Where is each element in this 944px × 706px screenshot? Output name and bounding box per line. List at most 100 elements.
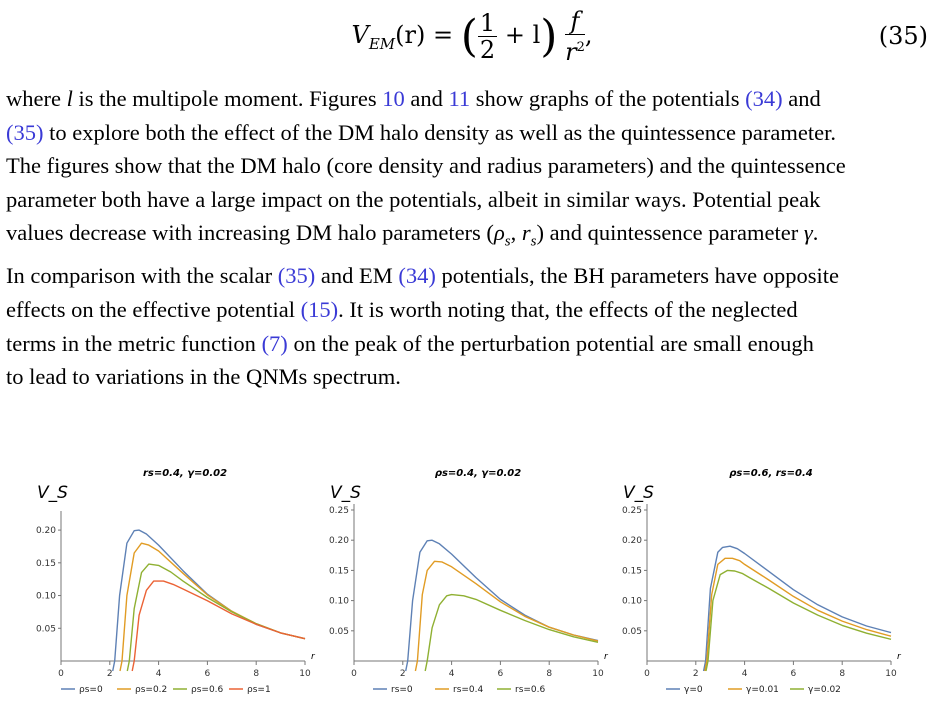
equation-lhs: V <box>351 21 369 49</box>
reference-link[interactable]: (15) <box>300 297 339 323</box>
y-tick-label: 0.10 <box>622 597 642 607</box>
legend: ρs=0 ρs=0.2 ρs=0.6 ρs=1 <box>61 685 271 695</box>
paragraph-line: where l is the multipole moment. Figures… <box>6 82 934 116</box>
legend-label: γ=0.01 <box>746 685 779 695</box>
reference-link[interactable]: (7) <box>261 330 288 356</box>
body-paragraph: where l is the multipole moment. Figures… <box>6 82 934 394</box>
figure-svg: rs=0.4, γ=0.02V_S0 2 4 6 8 10r0.050.100.150.2… <box>36 468 902 695</box>
text-run: In comparison with the scalar <box>6 263 278 289</box>
legend-label: rs=0.4 <box>453 685 484 695</box>
y-tick-label: 0.20 <box>329 536 349 546</box>
legend-label: ρs=1 <box>247 685 271 695</box>
text-run: values decrease with increasing DM halo … <box>6 220 494 246</box>
reference-link[interactable]: 11 <box>448 86 471 111</box>
y-axis-label: V_S <box>623 483 654 503</box>
text-run: where <box>6 86 67 111</box>
paragraph-line: terms in the metric function (7) on the … <box>6 327 934 361</box>
y-axis-label: V_S <box>330 483 361 503</box>
x-tick-label: 0 <box>58 669 64 679</box>
text-run: potentials, the BH parameters have oppos… <box>435 263 839 289</box>
x-tick-label: 6 <box>205 669 211 679</box>
equation-lhs-sub: EM <box>368 34 396 53</box>
y-tick-label: 0.20 <box>36 526 56 536</box>
reference-link[interactable]: (35) <box>6 119 44 145</box>
x-tick-label: 2 <box>107 669 113 679</box>
y-tick-label: 0.10 <box>329 597 349 607</box>
text-run: is the multipole moment. Figures <box>72 86 383 111</box>
legend-label: ρs=0.6 <box>191 685 224 695</box>
text-run: ) and quintessence parameter <box>536 220 804 246</box>
legend: rs=0 rs=0.4 rs=0.6 <box>373 685 546 695</box>
paragraph-line: In comparison with the scalar (35) and E… <box>6 259 934 293</box>
legend-label: rs=0 <box>391 685 413 695</box>
series-line <box>131 580 306 672</box>
y-tick-label: 0.20 <box>622 536 642 546</box>
paragraph-line: The figures show that the DM halo (core … <box>6 149 934 183</box>
x-axis-label: r <box>897 652 902 662</box>
text-run: l <box>66 86 73 111</box>
fraction-f-r2: f r2 <box>565 7 585 66</box>
x-tick-label: 2 <box>693 669 699 679</box>
text-run: on the peak of the perturbation potentia… <box>287 330 814 356</box>
reference-link[interactable]: (34) <box>745 86 783 111</box>
reference-link[interactable]: 10 <box>382 86 405 111</box>
reference-link[interactable]: (35) <box>277 263 316 289</box>
legend-label: rs=0.6 <box>515 685 546 695</box>
legend-label: γ=0 <box>684 685 703 695</box>
text-run: . It is worth noting that, the effects o… <box>338 297 798 323</box>
x-tick-label: 10 <box>885 669 897 679</box>
y-tick-label: 0.15 <box>329 566 349 576</box>
chart-title: rs=0.4, γ=0.02 <box>143 468 227 479</box>
x-tick-label: 10 <box>299 669 311 679</box>
x-tick-label: 4 <box>742 669 748 679</box>
series-line <box>424 593 599 672</box>
y-tick-label: 0.05 <box>36 624 56 634</box>
y-tick-label: 0.25 <box>622 506 642 516</box>
series-line <box>704 557 892 672</box>
series-line <box>119 542 306 672</box>
y-tick-label: 0.05 <box>329 627 349 637</box>
y-axis-label: V_S <box>37 483 68 503</box>
x-tick-label: 2 <box>400 669 406 679</box>
x-tick-label: 6 <box>498 669 504 679</box>
text-run: to lead to variations in the QNMs spectr… <box>6 364 401 390</box>
chart-panel-2: ρs=0.4, γ=0.02 V_S 0 2 4 6 8 10r 0.05 0.10 0.15 0.2… <box>329 468 609 695</box>
x-tick-label: 8 <box>546 669 552 679</box>
equation-number: (35) <box>878 22 928 50</box>
legend-label: ρs=0.2 <box>135 685 167 695</box>
y-tick-label: 0.15 <box>36 559 56 569</box>
chart-panel-3: ρs=0.6, rs=0.4 V_S 0 2 4 6 8 10r 0.05 0.10 0.15 0.2… <box>622 468 902 695</box>
paragraph-line: parameter both have a large impact on th… <box>6 183 934 217</box>
series-line <box>405 539 599 672</box>
text-run: γ <box>803 220 813 246</box>
x-tick-label: 4 <box>449 669 455 679</box>
text-run: and <box>782 86 821 111</box>
equation-lhs-arg: (r) = <box>395 21 454 49</box>
series-line <box>126 563 306 672</box>
x-tick-label: 0 <box>644 669 650 679</box>
chart-title: ρs=0.4, γ=0.02 <box>435 468 521 479</box>
x-tick-label: 6 <box>791 669 797 679</box>
series-line <box>414 560 599 672</box>
legend: γ=0 γ=0.01 γ=0.02 <box>666 685 841 695</box>
text-run: effects on the effective potential <box>6 297 301 323</box>
x-tick-label: 10 <box>592 669 604 679</box>
legend-label: γ=0.02 <box>808 685 841 695</box>
series-line <box>702 545 892 672</box>
text-run: s <box>504 233 511 250</box>
text-run: s <box>530 233 537 250</box>
text-run: and <box>404 86 449 111</box>
chart-title: ρs=0.6, rs=0.4 <box>729 468 813 479</box>
x-tick-label: 8 <box>253 669 259 679</box>
y-tick-label: 0.10 <box>36 592 56 602</box>
text-run: . <box>812 220 819 246</box>
reference-link[interactable]: (34) <box>398 263 436 289</box>
series-line <box>112 529 306 672</box>
x-tick-label: 8 <box>839 669 845 679</box>
x-tick-label: 0 <box>351 669 357 679</box>
paragraph-line: values decrease with increasing DM halo … <box>6 216 934 259</box>
text-run: parameter both have a large impact on th… <box>6 186 821 212</box>
text-run: and EM <box>315 263 399 289</box>
x-axis-label: r <box>311 652 316 662</box>
